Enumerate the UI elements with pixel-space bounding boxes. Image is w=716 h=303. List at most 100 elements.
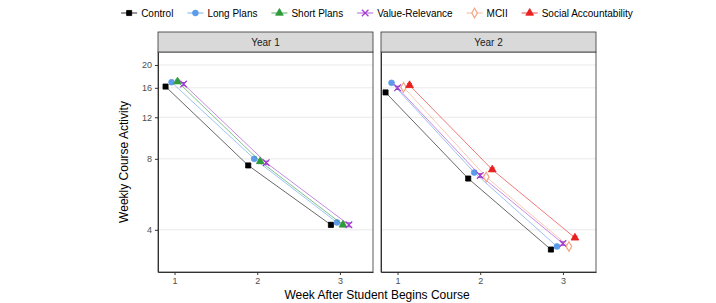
legend-label: Long Plans [207, 8, 257, 19]
tick-label: 2 [478, 276, 483, 286]
tick: 12 [142, 113, 158, 123]
legend-key-symbol [526, 9, 534, 16]
marks [163, 77, 352, 228]
point [548, 247, 553, 252]
point [488, 165, 496, 172]
tick: 4 [147, 225, 158, 235]
point [406, 81, 414, 88]
legend-item: Value-Relevance [357, 8, 453, 19]
tick: 20 [142, 60, 158, 70]
strip-title: Year 2 [474, 37, 503, 48]
legend-label: Short Plans [291, 8, 343, 19]
tick: 8 [147, 154, 158, 164]
point [180, 81, 187, 88]
legend-key-symbol [193, 10, 199, 16]
x-axis: 1 2 3 [159, 272, 374, 286]
grid-line [381, 158, 596, 159]
tick-label: 12 [142, 113, 152, 123]
legend-label: Value-Relevance [377, 8, 453, 19]
error-bar [383, 91, 388, 94]
legend-item: MCII [467, 8, 508, 19]
tick-mark [480, 272, 481, 275]
grid-line [158, 158, 373, 159]
panel-frame [158, 52, 373, 272]
y-axis-title: Weekly Course Activity [117, 101, 131, 223]
point [471, 170, 477, 176]
x-axis: 1 2 3 [382, 272, 597, 286]
tick: 1 [396, 272, 401, 286]
legend-key-symbol [276, 9, 284, 16]
point [571, 233, 579, 240]
panel: 1 2 3 Year 2 [381, 32, 597, 286]
point [346, 222, 353, 229]
strip [381, 32, 596, 52]
panel-frame [381, 52, 596, 272]
tick: 1 [173, 272, 178, 286]
grid-line [381, 117, 596, 118]
tick-mark [155, 117, 158, 118]
tick: 2 [255, 272, 260, 286]
chart: 48121620123Year 1Weekly Course ActivityW… [0, 0, 716, 303]
point [246, 163, 251, 168]
point [263, 159, 270, 166]
legend-key-symbol [472, 8, 477, 17]
tick-mark [398, 272, 399, 275]
series-line [404, 87, 569, 246]
point [328, 222, 333, 227]
tick-mark [155, 88, 158, 89]
grid-line [158, 87, 373, 88]
grid-line [158, 229, 373, 230]
panel-background [158, 52, 373, 272]
tick: 2 [478, 272, 483, 286]
strip [158, 32, 373, 52]
series-line [386, 92, 551, 249]
legend-label: Social Accountability [542, 8, 633, 19]
series-line [178, 82, 343, 225]
y-axis: 4 8 12 16 20 [142, 53, 159, 273]
error-bar [334, 221, 339, 225]
series-line [184, 84, 349, 225]
series-line [410, 85, 575, 238]
tick-mark [155, 230, 158, 231]
tick: 3 [338, 272, 343, 286]
tick-mark [563, 272, 564, 275]
tick-mark [155, 65, 158, 66]
point [383, 90, 388, 95]
strip-title: Year 1 [251, 37, 280, 48]
x-axis-title: Week After Student Begins Course [284, 288, 470, 302]
tick-mark [155, 159, 158, 160]
marks [383, 80, 579, 252]
point [483, 172, 488, 181]
grid-line [381, 229, 596, 230]
error-bar [548, 248, 553, 252]
error-bar [246, 164, 251, 167]
grid-line [158, 64, 373, 65]
series-line [398, 88, 563, 244]
tick-label: 1 [173, 276, 178, 286]
tick-label: 3 [561, 276, 566, 286]
legend-item: Long Plans [187, 8, 257, 19]
point [339, 220, 347, 227]
legend-item: Social Accountability [522, 8, 633, 19]
tick: 16 [142, 83, 158, 93]
grid-line [381, 64, 596, 65]
legend-key-symbol [127, 10, 132, 15]
point [174, 77, 182, 84]
tick-label: 16 [142, 83, 152, 93]
tick-label: 8 [147, 154, 152, 164]
point [389, 80, 395, 86]
point [394, 85, 401, 92]
point [251, 156, 257, 162]
tick-label: 2 [255, 276, 260, 286]
point [163, 84, 168, 89]
tick-label: 1 [396, 276, 401, 286]
legend-item: Control [121, 8, 173, 19]
tick-label: 4 [147, 225, 152, 235]
error-bar [466, 177, 471, 181]
legend-item: Short Plans [271, 8, 343, 19]
tick-mark [175, 272, 176, 275]
tick: 3 [561, 272, 566, 286]
point [554, 244, 560, 250]
point [466, 176, 471, 181]
legend-label: MCII [487, 8, 508, 19]
